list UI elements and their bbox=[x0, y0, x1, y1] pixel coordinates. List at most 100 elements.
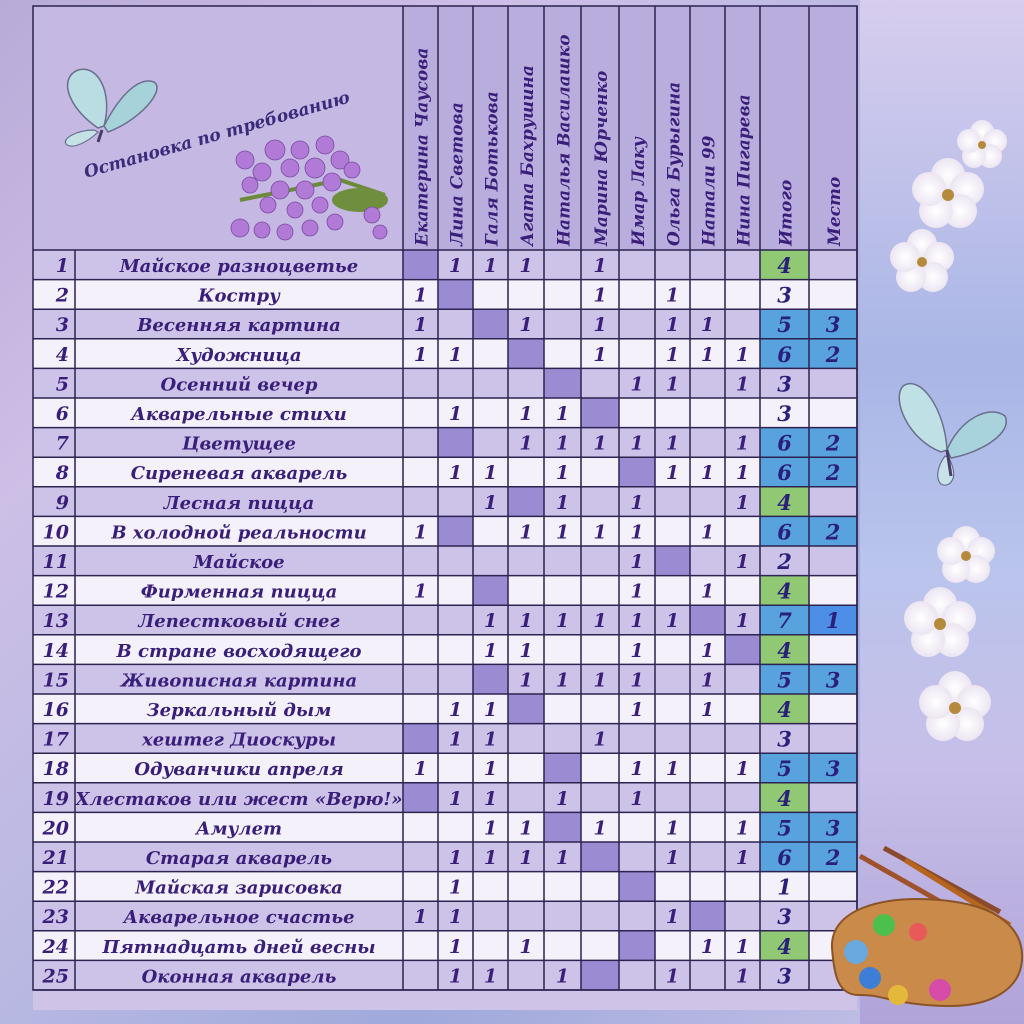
score-value: 1 bbox=[449, 255, 462, 277]
table-text: 1 1 1 11 Майское разноцветье 41 1 12 Костру 31 1 1 1… bbox=[42, 253, 841, 988]
score-cell bbox=[690, 575, 725, 606]
row-name-cell bbox=[75, 723, 403, 754]
score-cell bbox=[438, 842, 473, 872]
row-number: 13 bbox=[43, 610, 69, 632]
row-number: 20 bbox=[42, 817, 69, 839]
place-cell bbox=[809, 605, 857, 635]
score-cell bbox=[544, 930, 581, 961]
place-cell bbox=[809, 338, 857, 369]
row-name-cell bbox=[75, 575, 403, 606]
total-cell bbox=[760, 812, 809, 842]
row-title: Оконная акварель bbox=[142, 966, 337, 987]
row-title: Амулет bbox=[194, 818, 282, 839]
score-value: 1 bbox=[593, 285, 606, 307]
row-name-cell bbox=[75, 516, 403, 546]
score-cell bbox=[690, 812, 725, 842]
score-cell bbox=[581, 486, 619, 517]
row-number-cell bbox=[33, 427, 75, 458]
score-cell bbox=[544, 486, 581, 517]
place-cell bbox=[809, 842, 857, 872]
score-value: 1 bbox=[701, 521, 714, 543]
row-total: 4 bbox=[777, 638, 792, 663]
row-number: 18 bbox=[43, 758, 69, 780]
score-value: 1 bbox=[666, 373, 679, 395]
score-value: 1 bbox=[630, 373, 643, 395]
score-cell bbox=[655, 930, 690, 961]
row-number: 23 bbox=[42, 906, 69, 928]
score-cell bbox=[438, 960, 473, 990]
score-cell bbox=[403, 960, 438, 990]
row-name-cell bbox=[75, 338, 403, 369]
row-total: 3 bbox=[777, 727, 792, 752]
score-value: 1 bbox=[484, 729, 497, 751]
butterfly-icon bbox=[64, 68, 158, 147]
row-place: 3 bbox=[826, 312, 841, 337]
place-cell bbox=[809, 427, 857, 458]
score-cell bbox=[690, 605, 725, 635]
row-total: 6 bbox=[777, 460, 792, 485]
score-cell bbox=[473, 279, 508, 310]
score-value: 1 bbox=[736, 936, 749, 958]
score-value: 1 bbox=[593, 314, 606, 336]
score-value: 1 bbox=[593, 610, 606, 632]
score-cell bbox=[725, 546, 760, 576]
score-cell bbox=[544, 279, 581, 310]
total-cell bbox=[760, 575, 809, 606]
score-value: 1 bbox=[449, 847, 462, 869]
score-value: 1 bbox=[701, 581, 714, 603]
row-number-cell bbox=[33, 457, 75, 487]
row-title: Лесная пицца bbox=[163, 493, 314, 514]
column-header-5: Наталья Василашко bbox=[555, 34, 575, 247]
row-name-cell bbox=[75, 901, 403, 931]
score-cell bbox=[725, 930, 760, 961]
score-cell bbox=[473, 486, 508, 517]
score-cell bbox=[544, 634, 581, 665]
total-cell bbox=[760, 694, 809, 724]
row-number: 16 bbox=[43, 699, 69, 721]
score-cell bbox=[544, 812, 581, 842]
row-number-cell bbox=[33, 723, 75, 754]
place-cell bbox=[809, 871, 857, 902]
total-cell bbox=[760, 368, 809, 398]
total-cell bbox=[760, 516, 809, 546]
row-name-cell bbox=[75, 812, 403, 842]
score-cell bbox=[690, 782, 725, 813]
row-number-cell bbox=[33, 368, 75, 398]
score-cell bbox=[725, 694, 760, 724]
score-cell bbox=[403, 664, 438, 694]
score-cell bbox=[508, 812, 544, 842]
total-cell bbox=[760, 309, 809, 339]
row-number: 6 bbox=[56, 403, 69, 425]
score-cell bbox=[619, 782, 655, 813]
score-cell bbox=[544, 309, 581, 339]
score-cell bbox=[619, 812, 655, 842]
column-headers: Екатерина Чаусова Лина Светова Галя Ботько… bbox=[413, 34, 846, 248]
score-cell bbox=[473, 398, 508, 428]
column-header-4: Агата Бахрушина bbox=[518, 65, 538, 248]
total-cell bbox=[760, 398, 809, 428]
place-cell bbox=[809, 694, 857, 724]
score-value: 1 bbox=[666, 610, 679, 632]
row-number: 12 bbox=[43, 581, 69, 603]
total-cell bbox=[760, 753, 809, 783]
score-value: 1 bbox=[666, 847, 679, 869]
score-cell bbox=[438, 398, 473, 428]
row-place: 2 bbox=[825, 342, 841, 367]
score-cell bbox=[508, 427, 544, 458]
score-value: 1 bbox=[484, 758, 497, 780]
row-total: 7 bbox=[777, 608, 792, 633]
score-cell bbox=[544, 694, 581, 724]
score-cell bbox=[619, 960, 655, 990]
total-cell bbox=[760, 338, 809, 369]
score-cell bbox=[655, 782, 690, 813]
row-name-cell bbox=[75, 930, 403, 961]
column-header-place: Место bbox=[825, 177, 845, 247]
palette-icon bbox=[830, 845, 1024, 1008]
score-value: 1 bbox=[519, 433, 532, 455]
score-cell bbox=[403, 753, 438, 783]
score-cell bbox=[725, 871, 760, 902]
score-value: 1 bbox=[736, 433, 749, 455]
row-name-cell bbox=[75, 486, 403, 517]
row-name-cell bbox=[75, 842, 403, 872]
score-cell bbox=[473, 664, 508, 694]
